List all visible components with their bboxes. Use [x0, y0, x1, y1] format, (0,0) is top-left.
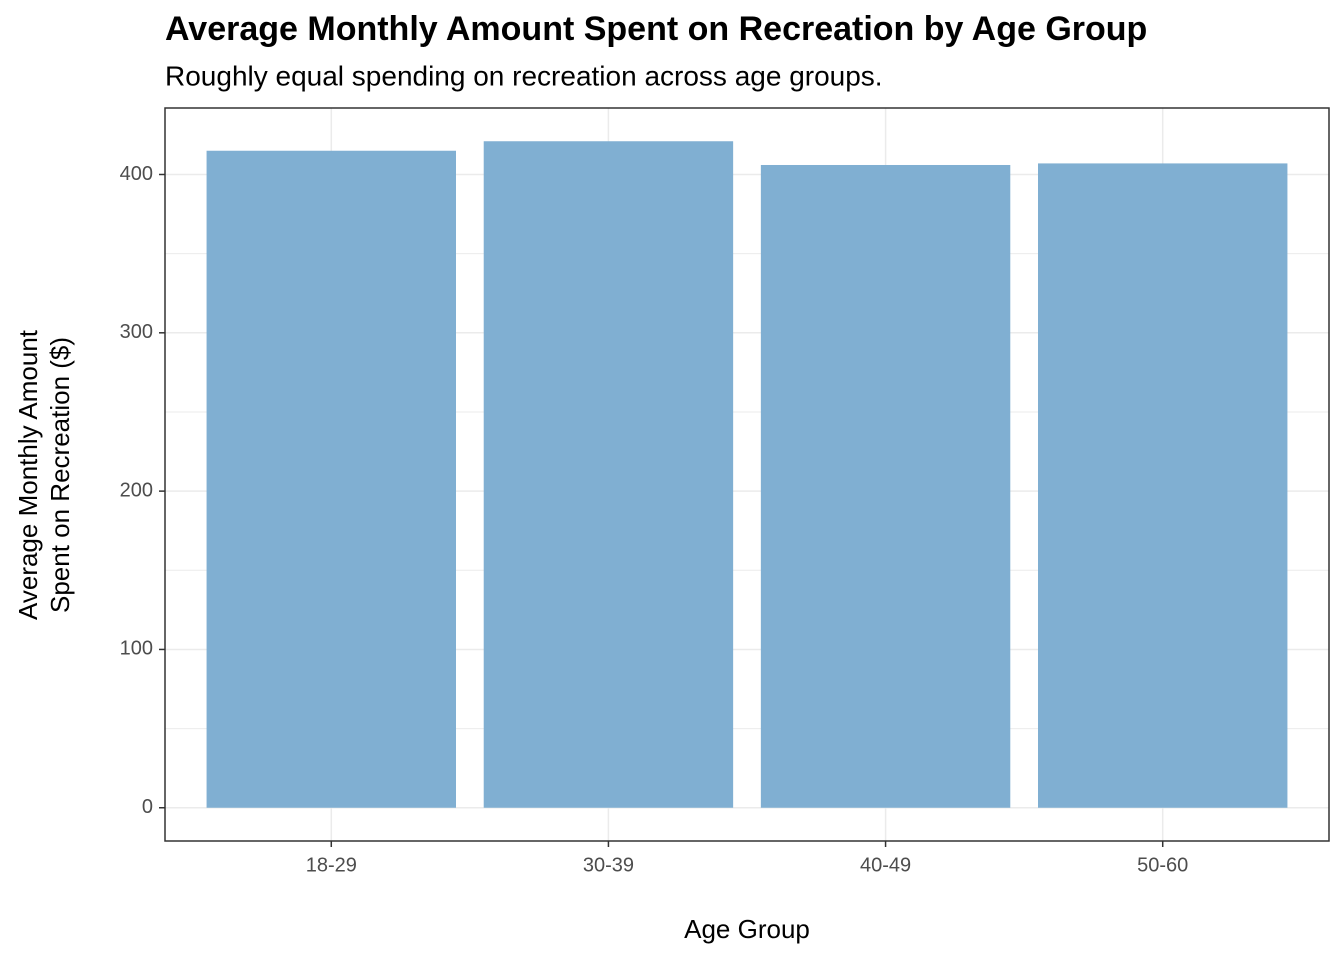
x-tick-label: 50-60 [1137, 854, 1188, 876]
x-tick-label: 18-29 [306, 854, 357, 876]
bar [206, 150, 456, 808]
x-tick-label: 40-49 [860, 854, 911, 876]
bar [1038, 163, 1288, 808]
panel-border [164, 107, 1330, 842]
y-axis-title: Average Monthly Amount Spent on Recreati… [13, 329, 75, 620]
y-tick-label: 400 [120, 163, 153, 185]
bar [760, 164, 1011, 808]
x-axis-title: Age Group [684, 914, 810, 944]
bar [483, 141, 734, 808]
x-tick-label: 30-39 [583, 854, 634, 876]
chart-title: Average Monthly Amount Spent on Recreati… [165, 10, 1147, 48]
y-tick-label: 0 [142, 796, 153, 818]
y-axis-title-line: Average Monthly Amount [13, 329, 43, 620]
y-tick-label: 100 [120, 638, 153, 660]
y-tick-label: 200 [120, 479, 153, 501]
chart-subtitle: Roughly equal spending on recreation acr… [165, 60, 883, 91]
y-axis-title-line: Spent on Recreation ($) [45, 337, 75, 613]
y-tick-label: 300 [120, 321, 153, 343]
